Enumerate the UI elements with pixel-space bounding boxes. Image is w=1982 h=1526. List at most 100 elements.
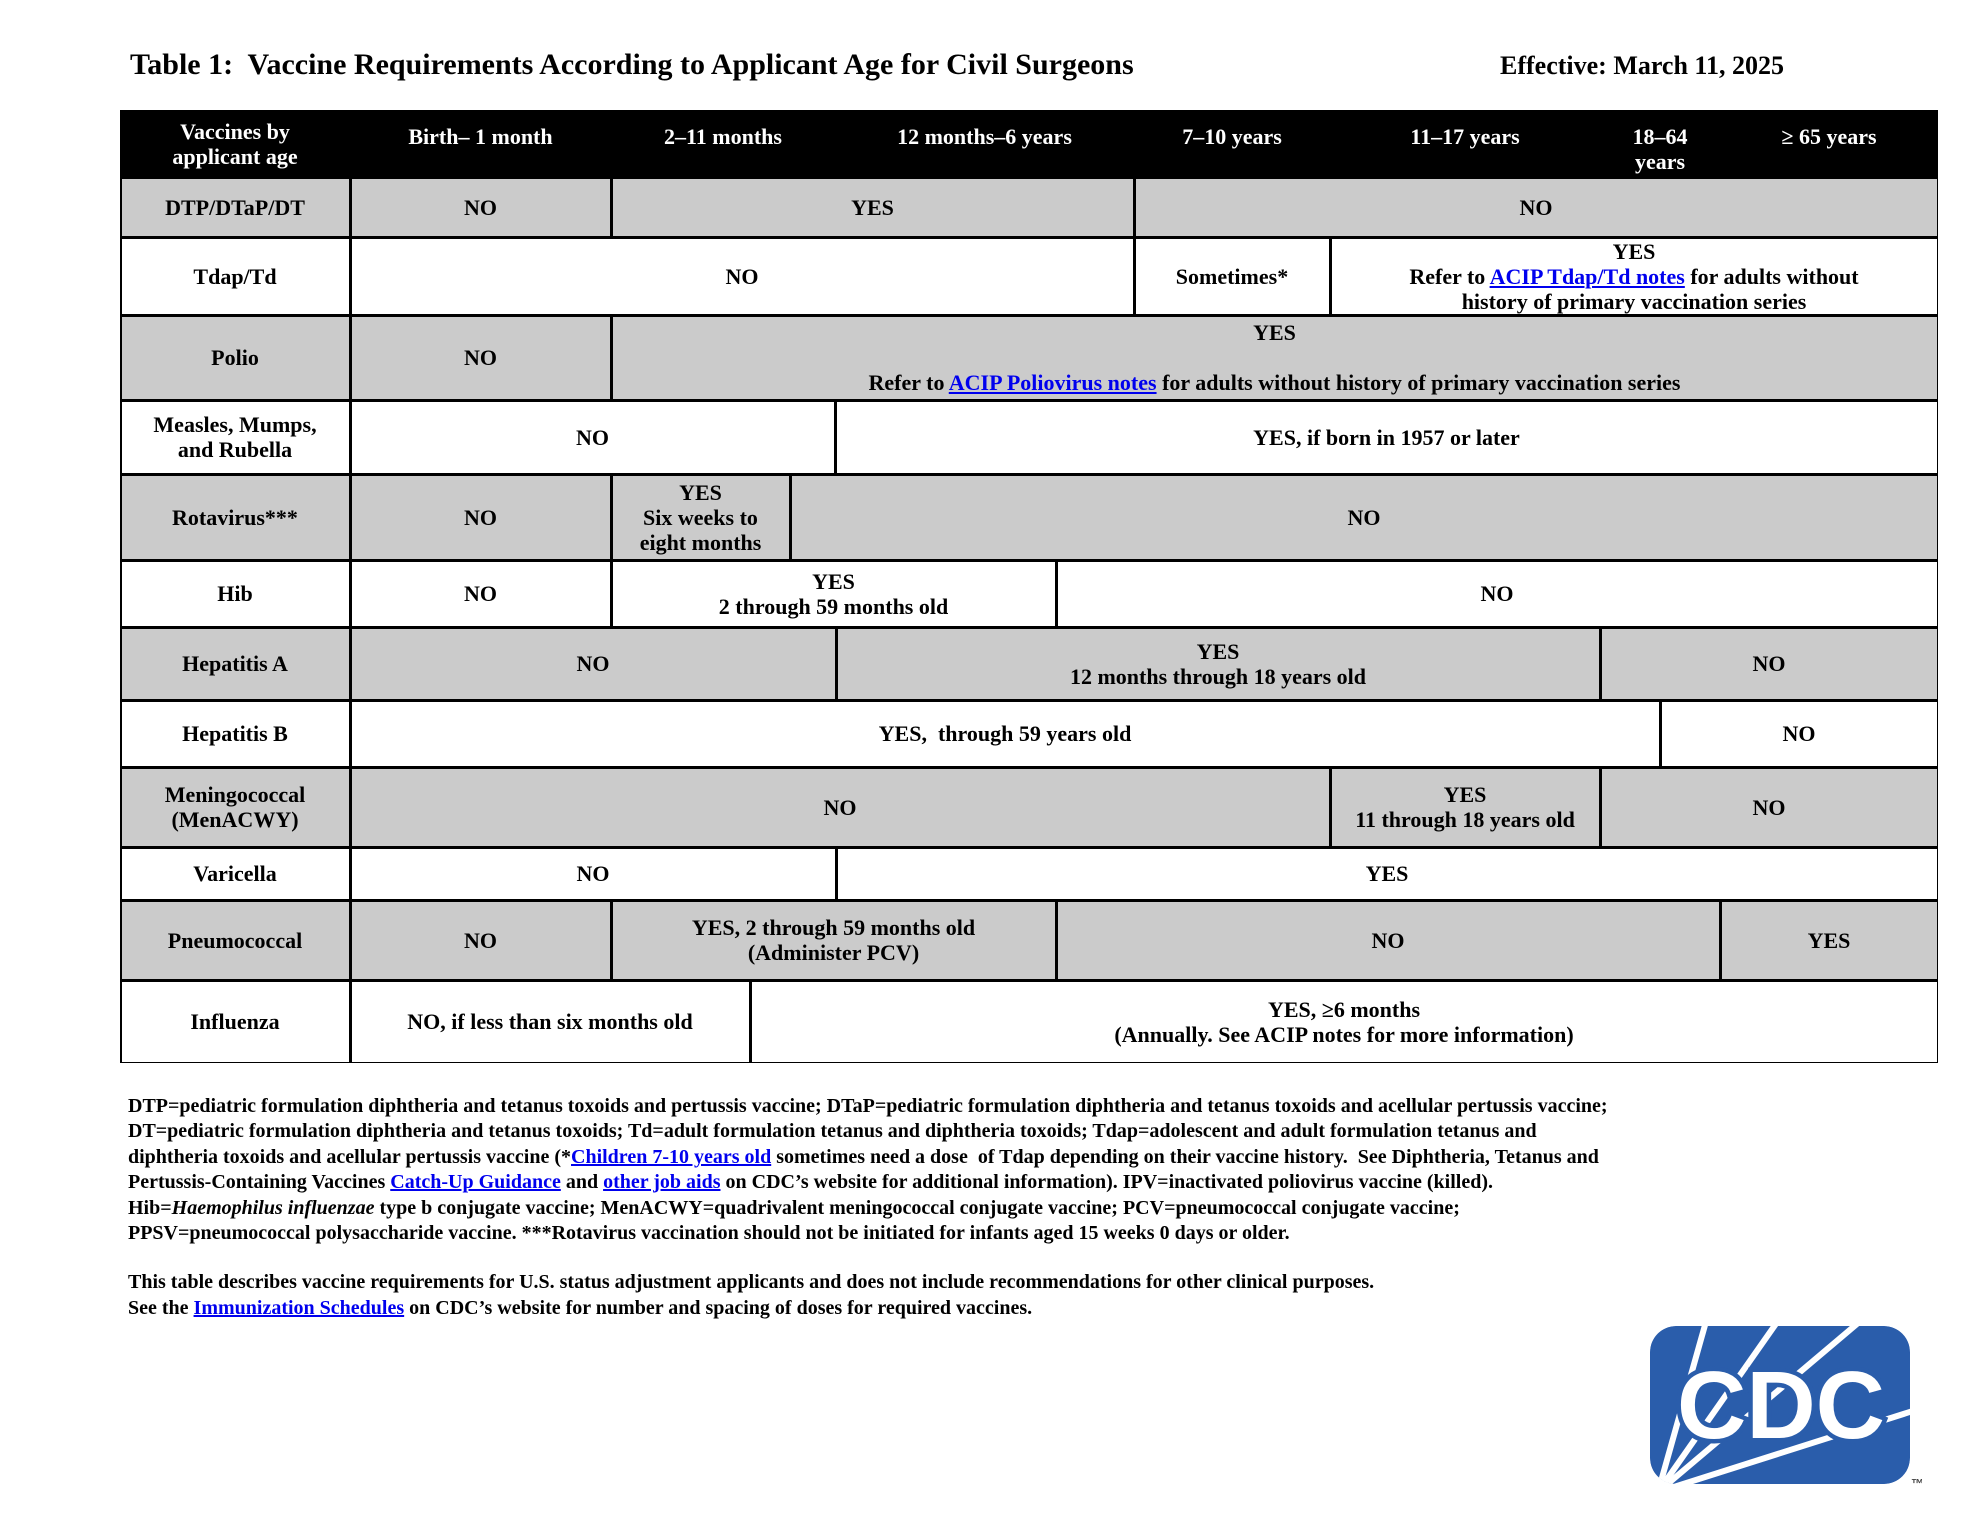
header-18-64-years: 18–64 years bbox=[1601, 111, 1719, 176]
text-segment: for adults without history of primary va… bbox=[1156, 370, 1681, 395]
vaccine-requirements-table: Vaccines by applicant age Birth– 1 month 2–… bbox=[120, 110, 1938, 1063]
cell-line: NO bbox=[1752, 794, 1786, 820]
cell-line: Tdap/Td bbox=[193, 263, 277, 289]
link-catch-up-guidance[interactable]: Catch-Up Guidance bbox=[390, 1171, 561, 1194]
cell-line: ≥ 65 years bbox=[1781, 123, 1877, 149]
cdc-logo-trademark: ™ bbox=[1911, 1476, 1922, 1491]
link-acip-poliovirus-notes[interactable]: ACIP Poliovirus notes bbox=[948, 370, 1157, 395]
text-segment: Haemophilus influenzae bbox=[171, 1196, 375, 1219]
table-cell: NO bbox=[1601, 768, 1937, 846]
cdc-logo-rays bbox=[1655, 1326, 1910, 1484]
row-label-varicella: Varicella bbox=[121, 848, 349, 899]
header-11-17-years: 11–17 years bbox=[1331, 111, 1599, 176]
table-cell: NO bbox=[351, 561, 610, 626]
cell-line: NO bbox=[1480, 581, 1514, 606]
cell-line: NO bbox=[464, 581, 497, 606]
cdc-logo-text: CDC bbox=[1677, 1352, 1885, 1459]
table-cell: NO bbox=[351, 316, 610, 399]
cell-line: YES bbox=[679, 479, 722, 505]
page-title: Table 1: Vaccine Requirements According … bbox=[130, 48, 1134, 81]
table-cell: NO bbox=[351, 238, 1133, 314]
cell-line: Measles, Mumps, bbox=[153, 412, 317, 437]
footnote-line: PPSV=pneumococcal polysaccharide vaccine… bbox=[128, 1221, 1608, 1246]
table-cell: YES, if born in 1957 or later bbox=[836, 401, 1937, 473]
cell-line: 18–64 bbox=[1632, 123, 1688, 149]
cell-line: years bbox=[1634, 148, 1686, 174]
cell-line: YES, ≥6 months bbox=[1267, 996, 1421, 1022]
cell-line: Refer to ACIP Poliovirus notes for adult… bbox=[869, 370, 1681, 395]
row-label-dtp-dtap-dt: DTP/DTaP/DT bbox=[121, 178, 349, 236]
cell-line: YES bbox=[1253, 320, 1296, 345]
cell-line: NO bbox=[725, 263, 759, 289]
cell-line: Birth– 1 month bbox=[408, 123, 553, 149]
table-cell: NO, if less than six months old bbox=[351, 981, 749, 1062]
table-cell: NO bbox=[351, 628, 835, 699]
footnote-paragraph: DTP=pediatric formulation diphtheria and… bbox=[128, 1094, 1608, 1246]
table-cell: YES Six weeks to eight months bbox=[612, 475, 789, 559]
footnote-line: See the Immunization Schedules on CDC’s … bbox=[128, 1296, 1608, 1321]
cell-line: YES bbox=[1443, 782, 1487, 807]
row-label-mmr: Measles, Mumps, and Rubella bbox=[121, 401, 349, 473]
table-cell: YES bbox=[1721, 901, 1937, 979]
cell-line: Rotavirus*** bbox=[172, 504, 298, 530]
header-12-months-6-years: 12 months–6 years bbox=[836, 111, 1133, 176]
table-cell: NO bbox=[351, 901, 610, 979]
text-segment: diphtheria toxoids and acellular pertuss… bbox=[128, 1145, 571, 1168]
text-segment: type b conjugate vaccine; MenACWY=quadri… bbox=[374, 1196, 1460, 1219]
table-cell: NO bbox=[351, 768, 1329, 846]
cell-line: Pneumococcal bbox=[167, 927, 303, 953]
cell-line: Varicella bbox=[193, 861, 277, 886]
cell-line bbox=[1272, 345, 1278, 370]
footnote-line: DT=pediatric formulation diphtheria and … bbox=[128, 1119, 1608, 1144]
link-other-job-aids[interactable]: other job aids bbox=[603, 1171, 721, 1194]
cell-line: 2–11 months bbox=[664, 123, 782, 149]
footnote-line: This table describes vaccine requirement… bbox=[128, 1270, 1608, 1295]
header-2-11-months: 2–11 months bbox=[612, 111, 834, 176]
row-label-tdap-td: Tdap/Td bbox=[121, 238, 349, 314]
cdc-logo: CDC ™ bbox=[1650, 1326, 1924, 1501]
cell-line: 11–17 years bbox=[1410, 123, 1520, 149]
cell-line: Meningococcal bbox=[164, 782, 306, 807]
cell-line: NO bbox=[1519, 194, 1553, 220]
text-segment: for adults without history of primary va… bbox=[1461, 263, 1865, 314]
cell-line: NO bbox=[823, 794, 857, 820]
cell-line: YES bbox=[1196, 638, 1240, 664]
table-cell: NO bbox=[1057, 901, 1719, 979]
text-segment: sometimes need a dose of Tdap depending … bbox=[771, 1145, 1599, 1168]
text-segment: Hib= bbox=[128, 1196, 172, 1219]
table-cell: YES Refer to ACIP Tdap/Td notes for adult… bbox=[1331, 238, 1937, 314]
footnotes: DTP=pediatric formulation diphtheria and… bbox=[128, 1094, 1608, 1321]
footnote-line: Pertussis-Containing Vaccines Catch-Up G… bbox=[128, 1170, 1608, 1195]
cell-line: NO bbox=[576, 861, 610, 886]
table-cell: NO bbox=[351, 848, 835, 899]
row-label-pneumococcal: Pneumococcal bbox=[121, 901, 349, 979]
row-label-rotavirus: Rotavirus*** bbox=[121, 475, 349, 559]
row-label-hib: Hib bbox=[121, 561, 349, 626]
table-cell: NO bbox=[791, 475, 1937, 559]
cell-line: Hib bbox=[217, 581, 253, 606]
text-segment: on CDC’s website for number and spacing … bbox=[404, 1296, 1033, 1319]
footnote-line: Hib=Haemophilus influenzae type b conjug… bbox=[128, 1196, 1608, 1221]
link-immunization-schedules[interactable]: Immunization Schedules bbox=[193, 1296, 405, 1319]
cell-line: Influenza bbox=[190, 1009, 280, 1034]
cell-line: NO bbox=[464, 194, 497, 220]
text-segment: This table describes vaccine requirement… bbox=[128, 1271, 1375, 1294]
header-65-plus-years: ≥ 65 years bbox=[1721, 111, 1937, 176]
footnote-line: DTP=pediatric formulation diphtheria and… bbox=[128, 1094, 1608, 1119]
cdc-logo-graphic: CDC ™ bbox=[1650, 1326, 1924, 1491]
text-segment: DT=pediatric formulation diphtheria and … bbox=[128, 1120, 1537, 1143]
cell-line: NO, if less than six months old bbox=[407, 1009, 693, 1034]
cell-line: YES, 2 through 59 months old bbox=[691, 915, 976, 940]
cell-line: Sometimes* bbox=[1175, 263, 1289, 289]
link-acip-tdap-td-notes[interactable]: ACIP Tdap/Td notes bbox=[1489, 263, 1685, 289]
cell-line: NO bbox=[1752, 651, 1786, 676]
text-segment: Refer to bbox=[1409, 263, 1490, 289]
table-cell: NO bbox=[1661, 701, 1937, 766]
header-vaccines-by-age: Vaccines by applicant age bbox=[121, 111, 349, 176]
cell-line: 12 months–6 years bbox=[897, 123, 1072, 149]
cell-line: YES bbox=[851, 194, 894, 220]
row-label-polio: Polio bbox=[121, 316, 349, 399]
text-segment: and bbox=[560, 1171, 604, 1194]
link-children-7-10-years-old[interactable]: Children 7-10 years old bbox=[571, 1145, 772, 1168]
row-label-influenza: Influenza bbox=[121, 981, 349, 1062]
